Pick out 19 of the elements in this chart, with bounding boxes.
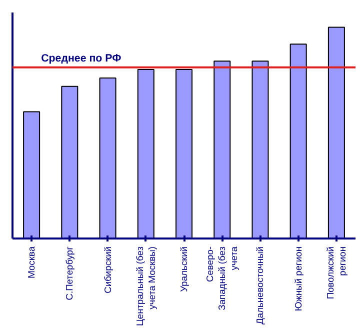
bar xyxy=(175,69,193,238)
x-tick-label: С.Петербург xyxy=(64,246,75,300)
x-tick-label: Сибирский xyxy=(102,246,113,294)
bar xyxy=(328,26,345,238)
bar xyxy=(61,86,78,238)
x-tick-label: Центральный (без учета Москвы) xyxy=(134,246,157,326)
bar xyxy=(99,77,116,238)
ref-line-label: Среднее по РФ xyxy=(41,52,122,64)
bar xyxy=(252,60,269,238)
x-tick-label: Москва xyxy=(26,246,37,278)
x-tick-label: Поволжский регион xyxy=(325,246,348,300)
x-tick-label: Уральский xyxy=(179,246,189,292)
x-tick-label: Дальневосточный xyxy=(255,246,266,324)
x-tick-label: Северо- Западный (без учета xyxy=(205,246,240,310)
bar xyxy=(214,60,231,238)
bar xyxy=(137,69,154,238)
bar xyxy=(290,44,307,238)
bar xyxy=(23,111,40,238)
x-tick-label: Южный регион xyxy=(293,246,304,312)
